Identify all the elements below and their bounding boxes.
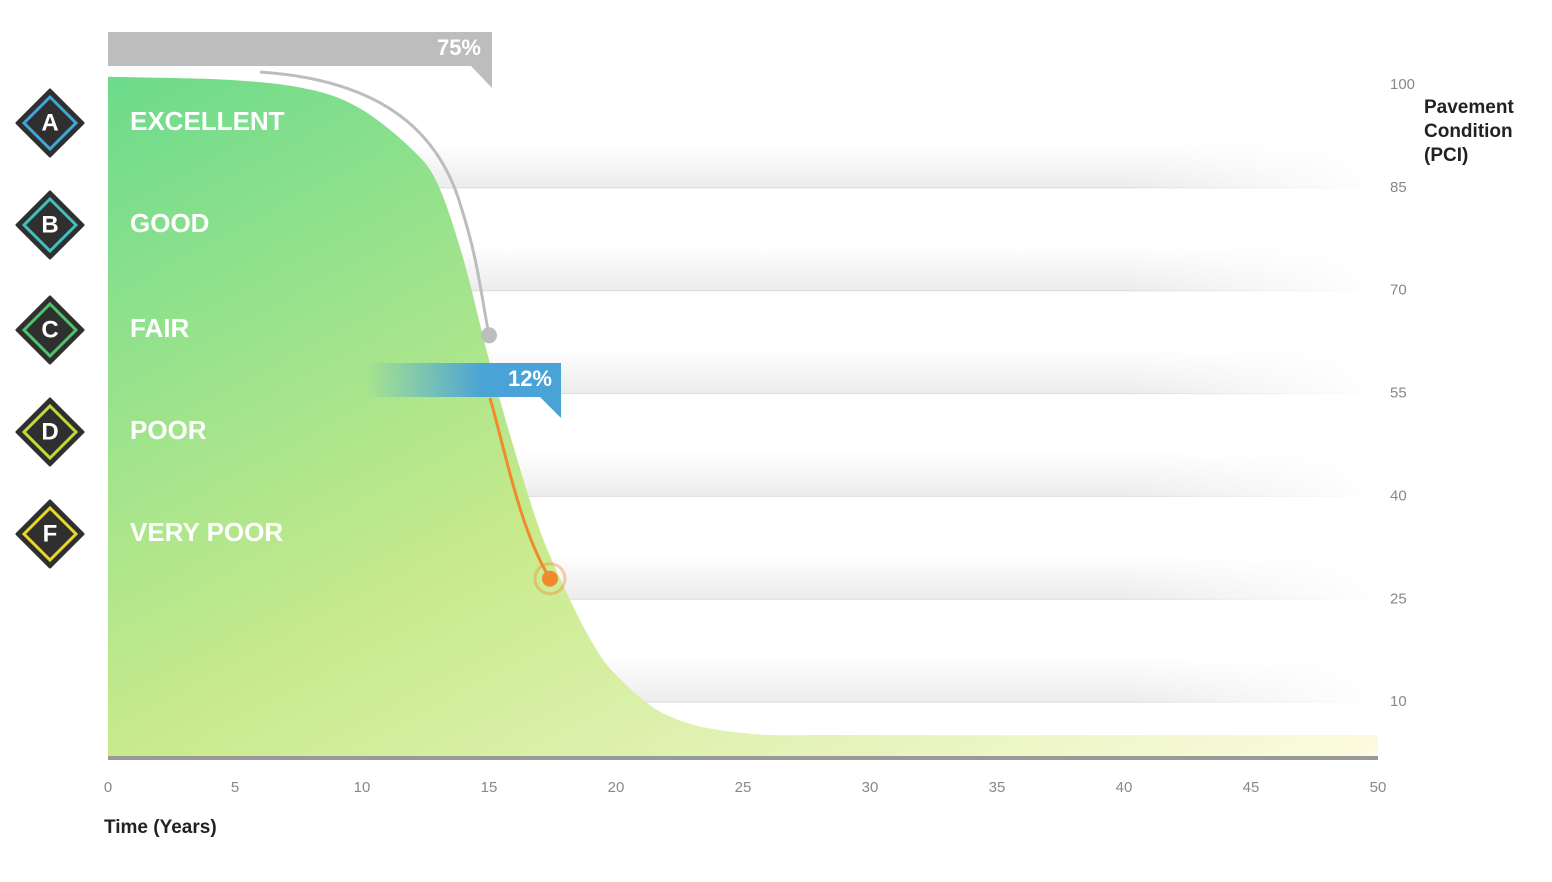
x-tick-label: 20 bbox=[608, 779, 625, 796]
y-tick-label: 55 bbox=[1390, 385, 1407, 402]
rating-grade: D bbox=[41, 418, 58, 445]
rating-ring bbox=[21, 196, 79, 254]
x-tick-label: 15 bbox=[481, 779, 498, 796]
rating-label: VERY POOR bbox=[130, 517, 283, 547]
rating-ring bbox=[21, 301, 79, 359]
x-tick-label: 45 bbox=[1243, 779, 1260, 796]
rating-ring bbox=[21, 94, 79, 152]
y-tick-label: 25 bbox=[1390, 590, 1407, 607]
marker-label: 75% bbox=[437, 35, 481, 60]
y-tick-label: 85 bbox=[1390, 179, 1407, 196]
x-tick-label: 30 bbox=[862, 779, 879, 796]
y-axis-label: Pavement Condition (PCI) bbox=[1424, 97, 1514, 166]
x-tick-label: 35 bbox=[989, 779, 1006, 796]
marker-ring bbox=[533, 562, 567, 596]
rating-badge bbox=[15, 499, 85, 569]
rating-grade: C bbox=[41, 316, 58, 343]
rating-label: GOOD bbox=[130, 208, 209, 238]
marker-banner bbox=[365, 363, 561, 418]
marker-dot bbox=[481, 327, 497, 344]
rating-grade: A bbox=[41, 109, 58, 136]
marker-line bbox=[259, 70, 491, 336]
rating-badge bbox=[15, 295, 85, 365]
y-tick-label: 10 bbox=[1390, 693, 1407, 710]
y-tick-label: 70 bbox=[1390, 282, 1407, 299]
marker-dot bbox=[541, 570, 558, 587]
rating-badge bbox=[15, 190, 85, 260]
area bbox=[108, 76, 1378, 758]
rating-label: POOR bbox=[130, 415, 207, 445]
marker-banner bbox=[108, 32, 492, 88]
x-tick-label: 40 bbox=[1116, 779, 1133, 796]
x-tick-label: 50 bbox=[1370, 779, 1387, 796]
x-axis-label: Time (Years) bbox=[104, 817, 217, 838]
rating-badge bbox=[15, 88, 85, 158]
y-tick-label: 40 bbox=[1390, 487, 1407, 504]
x-tick-label: 0 bbox=[104, 779, 112, 796]
rating-ring bbox=[21, 403, 79, 461]
x-tick-label: 25 bbox=[735, 779, 752, 796]
marker-label: 12% bbox=[508, 366, 552, 391]
rating-grade: B bbox=[41, 211, 58, 238]
marker-line bbox=[488, 397, 552, 580]
rating-grade: F bbox=[43, 520, 58, 547]
x-tick-label: 10 bbox=[354, 779, 371, 796]
x-tick-label: 5 bbox=[231, 779, 239, 796]
rating-label: EXCELLENT bbox=[130, 106, 285, 136]
rating-ring bbox=[21, 505, 79, 563]
y-tick-label: 100 bbox=[1390, 76, 1415, 93]
rating-badge bbox=[15, 397, 85, 467]
rating-label: FAIR bbox=[130, 313, 189, 343]
